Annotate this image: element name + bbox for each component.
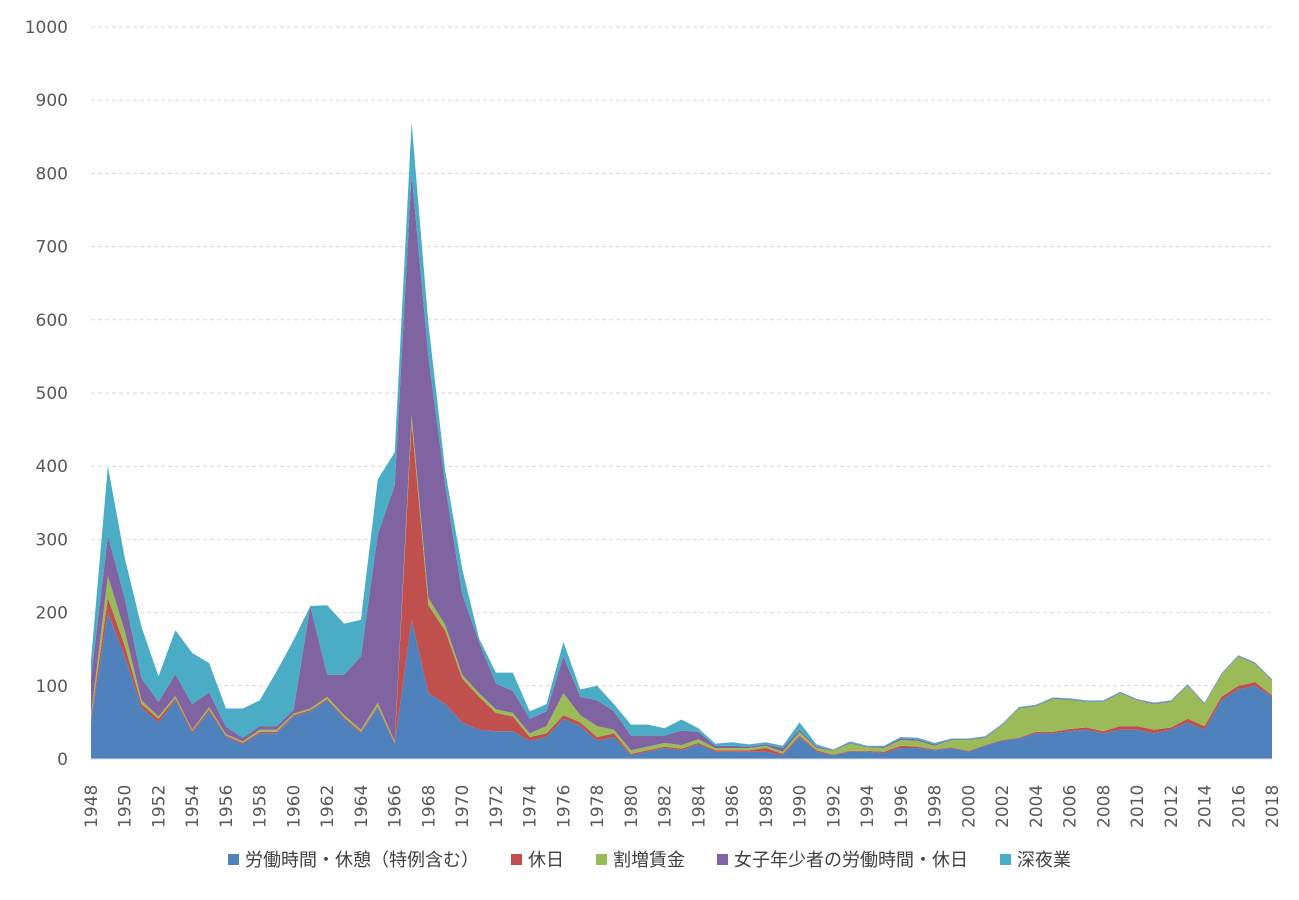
x-tick-label: 1962 (318, 785, 338, 828)
x-tick-label: 1986 (723, 785, 743, 828)
x-tick-label: 1974 (521, 785, 541, 828)
x-tick-label: 1952 (150, 785, 170, 828)
x-tick-label: 1980 (622, 785, 642, 828)
x-tick-label: 1960 (285, 785, 305, 828)
x-tick-label: 2016 (1229, 785, 1249, 828)
area-series (91, 415, 1272, 755)
y-tick-label: 900 (36, 91, 68, 111)
x-tick-label: 2010 (1128, 785, 1148, 828)
x-tick-label: 1958 (251, 785, 271, 828)
x-tick-label: 2018 (1263, 785, 1283, 828)
y-tick-label: 800 (36, 164, 68, 184)
x-tick-label: 1966 (386, 785, 406, 828)
y-tick-label: 600 (36, 311, 68, 331)
legend-swatch (596, 853, 607, 865)
x-tick-label: 1988 (757, 785, 777, 828)
gridlines (91, 26, 1272, 687)
x-tick-label: 1992 (824, 785, 844, 828)
legend-swatch (717, 853, 728, 865)
legend-swatch (511, 853, 522, 865)
legend-label: 女子年少者の労働時間・休日 (734, 850, 968, 871)
y-tick-label: 700 (36, 238, 68, 258)
x-tick-label: 2012 (1162, 785, 1182, 828)
x-tick-label: 1954 (183, 785, 203, 828)
x-tick-label: 1978 (588, 785, 608, 828)
legend-swatch (1000, 853, 1011, 865)
legend-label: 割増賃金 (613, 850, 685, 871)
x-tick-label: 1968 (419, 785, 439, 828)
x-tick-label: 2014 (1196, 785, 1216, 828)
legend: 労働時間・休憩（特例含む） 休日 割増賃金 女子年少者の労働時間・休日 深夜業 (0, 846, 1299, 872)
area-series (91, 173, 1272, 752)
legend-item: 労働時間・休憩（特例含む） (228, 846, 479, 872)
x-tick-label: 1996 (892, 785, 912, 828)
x-tick-label: 1998 (926, 785, 946, 828)
y-tick-label: 0 (57, 750, 68, 770)
area-series (91, 122, 1272, 751)
x-tick-label: 2000 (959, 785, 979, 828)
area-series (91, 612, 1272, 759)
x-tick-label: 2008 (1094, 785, 1114, 828)
x-tick-label: 1976 (554, 785, 574, 828)
y-tick-label: 300 (36, 530, 68, 550)
y-tick-label: 500 (36, 384, 68, 404)
y-axis-tick-labels: 0 100 200 300 400 500 600 700 800 900 1000 (25, 18, 68, 770)
x-tick-label: 1982 (656, 785, 676, 828)
x-tick-label: 1956 (217, 785, 237, 828)
legend-label: 深夜業 (1017, 850, 1071, 871)
legend-label: 労働時間・休憩（特例含む） (245, 850, 479, 871)
legend-item: 女子年少者の労働時間・休日 (717, 846, 968, 872)
y-tick-label: 100 (36, 677, 68, 697)
x-tick-label: 1970 (453, 785, 473, 828)
x-tick-label: 1950 (116, 785, 136, 828)
x-tick-label: 1994 (858, 785, 878, 828)
x-tick-label: 2004 (1027, 785, 1047, 828)
x-axis-tick-labels: 1948 1950 1952 1954 1956 1958 1960 1962 1964 1966… (82, 785, 1283, 828)
legend-item: 深夜業 (1000, 846, 1071, 872)
x-tick-label: 1948 (82, 785, 102, 828)
legend-swatch (228, 853, 239, 865)
x-tick-label: 2002 (993, 785, 1013, 828)
y-tick-label: 1000 (25, 18, 68, 38)
area-series-group (91, 122, 1272, 759)
y-tick-label: 200 (36, 604, 68, 624)
legend-item: 休日 (511, 846, 564, 872)
y-tick-label: 400 (36, 457, 68, 477)
x-tick-label: 1984 (689, 785, 709, 828)
x-tick-label: 1972 (487, 785, 507, 828)
x-tick-label: 2006 (1061, 785, 1081, 828)
x-tick-label: 1964 (352, 785, 372, 828)
x-tick-label: 1990 (791, 785, 811, 828)
legend-item: 割増賃金 (596, 846, 685, 872)
legend-label: 休日 (528, 850, 564, 871)
